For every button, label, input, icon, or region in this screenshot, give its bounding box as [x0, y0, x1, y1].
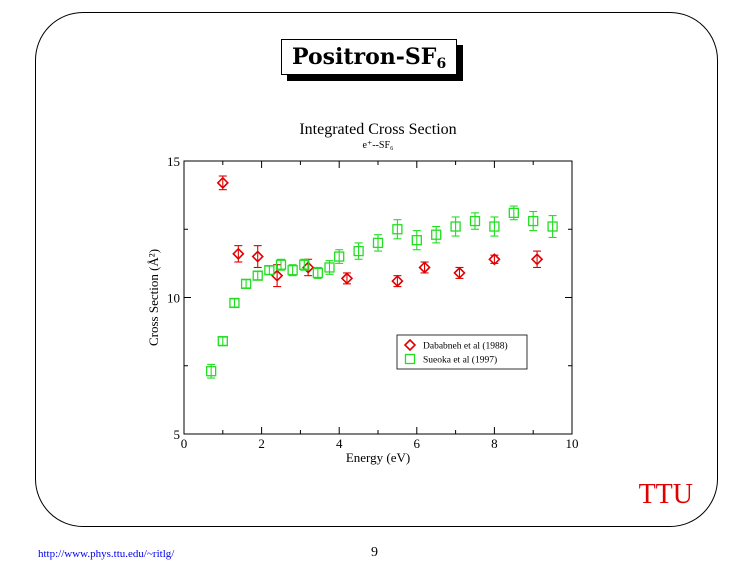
- legend-box: [396, 334, 528, 370]
- data-point: [453, 266, 466, 280]
- data-point: [252, 270, 263, 281]
- data-point: [264, 265, 275, 276]
- x-axis-label: Energy (eV): [346, 450, 410, 465]
- legend-marker: [403, 338, 417, 352]
- x-tick-label: 6: [414, 436, 421, 451]
- data-point: [251, 250, 264, 263]
- data-point: [469, 215, 481, 227]
- brand-logo-text: TTU: [638, 479, 693, 510]
- x-tick-label: 0: [181, 436, 188, 451]
- data-point: [489, 221, 500, 232]
- slide-title-subscript: 6: [436, 56, 447, 72]
- x-tick-label: 8: [491, 436, 498, 451]
- x-tick-label: 4: [336, 436, 343, 451]
- y-tick-label: 10: [167, 291, 180, 306]
- data-point: [418, 261, 431, 274]
- data-point: [392, 224, 403, 235]
- data-point: [528, 215, 539, 227]
- data-point: [275, 259, 287, 270]
- data-point: [287, 265, 298, 276]
- data-point: [488, 253, 501, 266]
- legend-label: Sueoka et al (1997): [423, 355, 497, 366]
- data-point: [431, 229, 442, 240]
- data-point: [372, 237, 384, 249]
- data-point: [411, 235, 422, 246]
- data-point: [232, 247, 245, 260]
- legend-marker: [404, 353, 416, 365]
- y-tick-label: 5: [174, 427, 181, 442]
- data-point: [217, 336, 228, 347]
- data-point: [450, 221, 461, 232]
- data-point: [340, 272, 354, 285]
- legend-label: Dababneh et al (1988): [423, 341, 508, 352]
- data-point: [547, 221, 558, 232]
- page-number: 9: [371, 545, 378, 560]
- footer-url-link[interactable]: http://www.phys.ttu.edu/~ritlg/: [38, 548, 175, 560]
- data-point: [324, 262, 335, 273]
- data-point: [391, 274, 404, 288]
- data-point: [312, 267, 324, 279]
- y-tick-label: 15: [167, 154, 180, 169]
- x-tick-label: 2: [258, 436, 265, 451]
- slide-frame: [35, 12, 718, 527]
- chart-title: Integrated Cross Section: [299, 121, 456, 138]
- x-tick-label: 10: [566, 436, 579, 451]
- data-point: [299, 259, 310, 270]
- y-axis-label: Cross Section (Å²): [146, 249, 161, 346]
- plot-frame: [183, 160, 573, 435]
- chart-subtitle: e⁺--SF₆: [363, 140, 395, 151]
- data-point: [206, 366, 217, 377]
- data-point: [353, 245, 364, 257]
- data-point: [229, 297, 240, 309]
- data-point: [530, 253, 544, 266]
- slide-title: Positron-SF6: [281, 39, 458, 75]
- data-point: [216, 176, 229, 189]
- slide-title-main: Positron-SF: [292, 44, 437, 70]
- data-point: [508, 207, 519, 219]
- data-point: [334, 251, 345, 262]
- data-point: [240, 278, 252, 290]
